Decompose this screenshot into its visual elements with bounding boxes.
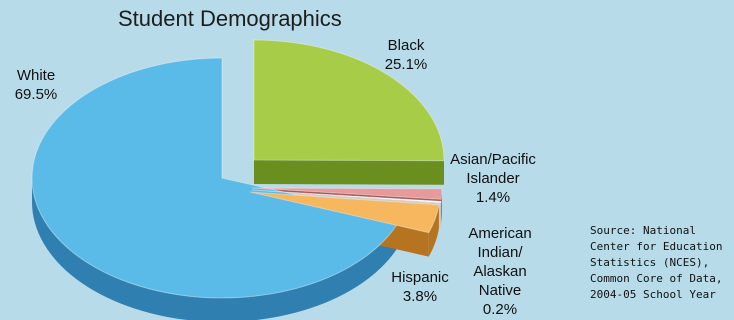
slice-label-white-name: White	[16, 67, 56, 84]
slice-label-white: White 69.5%	[6, 66, 66, 104]
pie-slice-hispanic	[249, 191, 440, 234]
slice-label-asian: Asian/Pacific Islander 1.4%	[438, 150, 548, 207]
slice-label-black: Black 25.1%	[376, 36, 436, 74]
pie-slice-native	[251, 189, 442, 204]
source-note: Source: National Center for Education St…	[590, 224, 723, 301]
slice-label-hispanic: Hispanic 3.8%	[384, 268, 456, 306]
slice-label-asian-value: 1.4%	[475, 189, 511, 206]
slice-label-white-value: 69.5%	[14, 86, 58, 103]
pie-side-hispanic	[428, 204, 439, 257]
pie-slice-black	[253, 39, 445, 162]
pie-side-white	[32, 178, 401, 320]
pie-wall-black	[254, 160, 444, 185]
slice-label-hispanic-value: 3.8%	[402, 288, 438, 305]
slice-label-hispanic-name: Hispanic	[391, 269, 449, 286]
chart-title: Student Demographics	[118, 6, 342, 31]
slice-label-native-value: 0.2%	[482, 301, 518, 318]
slice-label-native-line2: Indian/	[477, 244, 523, 261]
slice-label-native-line1: American	[468, 225, 532, 242]
slice-label-asian-line1: Asian/Pacific	[450, 151, 536, 168]
pie-side-asian	[441, 188, 442, 224]
pie-slice-white	[31, 57, 402, 299]
slice-label-native: American Indian/ Alaskan Native 0.2%	[458, 224, 542, 319]
slice-label-black-name: Black	[387, 37, 425, 54]
slice-label-asian-line2: Islander	[466, 170, 520, 187]
slice-label-native-line3: Alaskan	[473, 263, 527, 280]
slice-label-black-value: 25.1%	[384, 56, 428, 73]
pie-slice-asian	[251, 187, 443, 200]
slice-label-native-line4: Native	[478, 282, 522, 299]
